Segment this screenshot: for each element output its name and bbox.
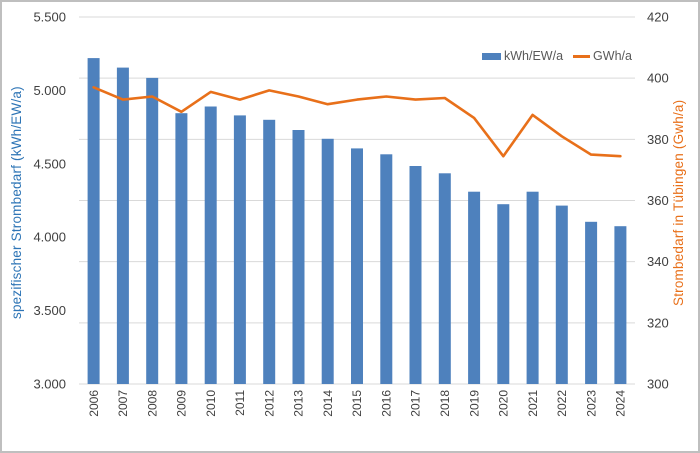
bar-2014 bbox=[321, 138, 334, 384]
x-axis-label-2008: 2008 bbox=[145, 390, 159, 417]
x-axis-label-2022: 2022 bbox=[555, 390, 569, 417]
bar-2021 bbox=[526, 191, 539, 384]
x-axis-label-2011: 2011 bbox=[233, 390, 247, 416]
bar-2008 bbox=[146, 77, 159, 385]
legend-label-line: GWh/a bbox=[593, 49, 632, 63]
x-axis-label-2006: 2006 bbox=[87, 390, 101, 417]
bar-2011 bbox=[233, 115, 246, 385]
legend: kWh/EW/a GWh/a bbox=[482, 49, 632, 63]
right-axis-title: Strombedarf in Tübingen (Gwh/a) bbox=[671, 99, 686, 307]
left-axis-tick-label: 3.500 bbox=[33, 303, 66, 318]
bar-2012 bbox=[263, 119, 276, 385]
left-axis-tick-label: 5.000 bbox=[33, 83, 66, 98]
bar-2010 bbox=[204, 106, 217, 384]
x-axis-label-2009: 2009 bbox=[175, 390, 189, 417]
bar-series-swatch-icon bbox=[482, 52, 501, 60]
x-axis-label-2017: 2017 bbox=[409, 390, 423, 417]
right-axis-tick-label: 300 bbox=[647, 377, 669, 392]
x-axis-label-2020: 2020 bbox=[497, 390, 511, 417]
bar-2017 bbox=[409, 166, 422, 384]
right-axis-tick-label: 400 bbox=[647, 71, 669, 86]
right-axis-tick-label: 360 bbox=[647, 193, 669, 208]
bar-2006 bbox=[87, 58, 100, 384]
line-series bbox=[92, 86, 622, 158]
bar-2022 bbox=[555, 205, 568, 384]
x-axis-label-2018: 2018 bbox=[438, 390, 452, 417]
bar-2009 bbox=[175, 113, 188, 384]
legend-item-bars: kWh/EW/a bbox=[482, 49, 563, 63]
x-axis-label-2007: 2007 bbox=[116, 390, 130, 417]
right-axis-tick-label: 340 bbox=[647, 254, 669, 269]
bar-2018 bbox=[438, 173, 451, 384]
legend-label-bars: kWh/EW/a bbox=[504, 49, 564, 63]
left-axis-tick-label: 5.500 bbox=[33, 10, 66, 25]
x-axis-label-2015: 2015 bbox=[350, 390, 364, 417]
left-axis-tick-label: 4.000 bbox=[33, 230, 66, 245]
x-axis-label-2024: 2024 bbox=[614, 390, 628, 417]
x-axis-label-2013: 2013 bbox=[292, 390, 306, 417]
left-axis-tick-label: 3.000 bbox=[33, 377, 66, 392]
bar-2023 bbox=[585, 221, 598, 384]
bar-2024 bbox=[614, 226, 627, 384]
legend-item-line: GWh/a bbox=[563, 49, 632, 63]
x-axis-label-2010: 2010 bbox=[204, 390, 218, 417]
x-axis-label-2019: 2019 bbox=[467, 390, 481, 417]
line-series-swatch-icon bbox=[573, 54, 591, 58]
right-axis-tick-label: 380 bbox=[647, 132, 669, 147]
bar-2016 bbox=[380, 154, 393, 384]
bar-2020 bbox=[497, 204, 510, 384]
left-axis-title: spezifischer Strombedarf (kWh/EW/a) bbox=[9, 86, 24, 320]
x-axis-label-2023: 2023 bbox=[584, 390, 598, 417]
bar-2007 bbox=[116, 67, 129, 384]
x-axis-label-2016: 2016 bbox=[380, 390, 394, 417]
bar-2015 bbox=[351, 148, 363, 384]
left-axis-tick-label: 4.500 bbox=[33, 156, 66, 171]
bar-2019 bbox=[468, 191, 481, 384]
x-axis-label-2014: 2014 bbox=[321, 390, 335, 417]
x-axis-label-2012: 2012 bbox=[262, 390, 276, 417]
bar-2013 bbox=[292, 130, 305, 384]
x-axis-label-2021: 2021 bbox=[526, 390, 540, 417]
right-axis-tick-label: 420 bbox=[647, 10, 669, 25]
right-axis-tick-label: 320 bbox=[647, 315, 669, 330]
